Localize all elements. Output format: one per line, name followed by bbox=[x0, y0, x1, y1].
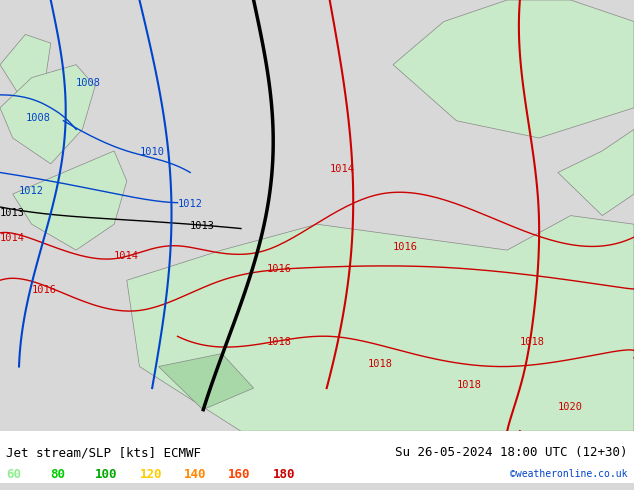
Text: 60: 60 bbox=[6, 468, 22, 481]
Text: 1020: 1020 bbox=[558, 402, 583, 412]
Text: 80: 80 bbox=[51, 468, 66, 481]
Bar bbox=[0, 431, 634, 483]
Text: 1014: 1014 bbox=[330, 165, 354, 174]
Text: 1008: 1008 bbox=[76, 78, 101, 88]
Text: 1008: 1008 bbox=[25, 113, 50, 122]
Polygon shape bbox=[13, 151, 127, 250]
Text: 1013: 1013 bbox=[190, 220, 215, 230]
Text: Su 26-05-2024 18:00 UTC (12+30): Su 26-05-2024 18:00 UTC (12+30) bbox=[395, 446, 628, 459]
Polygon shape bbox=[0, 65, 95, 164]
Text: Jet stream/SLP [kts] ECMWF: Jet stream/SLP [kts] ECMWF bbox=[6, 446, 202, 459]
Polygon shape bbox=[0, 34, 51, 95]
Text: 160: 160 bbox=[228, 468, 250, 481]
Polygon shape bbox=[127, 216, 634, 431]
Text: 1014: 1014 bbox=[0, 233, 25, 244]
Text: 1012: 1012 bbox=[19, 186, 44, 196]
Text: 1018: 1018 bbox=[456, 380, 481, 390]
Text: ©weatheronline.co.uk: ©weatheronline.co.uk bbox=[510, 469, 628, 479]
Text: 1018: 1018 bbox=[368, 359, 392, 368]
Text: 180: 180 bbox=[273, 468, 295, 481]
Polygon shape bbox=[393, 0, 634, 138]
Polygon shape bbox=[558, 129, 634, 216]
Text: 1012: 1012 bbox=[178, 199, 202, 209]
Text: 1010: 1010 bbox=[139, 147, 164, 157]
Text: 120: 120 bbox=[139, 468, 162, 481]
Text: 1018: 1018 bbox=[266, 337, 291, 347]
Text: 1014: 1014 bbox=[114, 251, 139, 261]
Text: 100: 100 bbox=[95, 468, 117, 481]
Text: 1018: 1018 bbox=[520, 337, 545, 347]
Text: 140: 140 bbox=[184, 468, 206, 481]
Text: 1016: 1016 bbox=[32, 285, 56, 295]
Polygon shape bbox=[158, 354, 254, 410]
Text: 1013: 1013 bbox=[0, 208, 25, 218]
Text: 1016: 1016 bbox=[393, 242, 418, 252]
Text: 1016: 1016 bbox=[266, 264, 291, 273]
